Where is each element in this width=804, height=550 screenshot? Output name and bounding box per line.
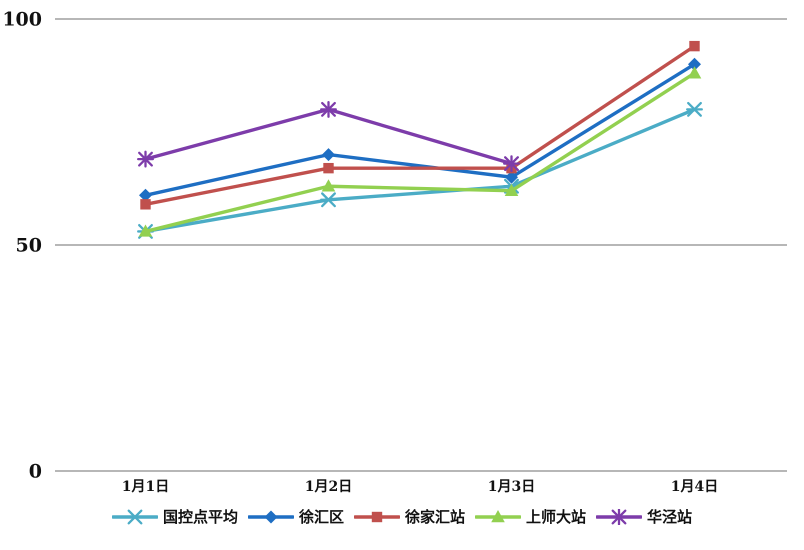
series-diamond: [139, 57, 701, 202]
diamond-marker-icon: [264, 510, 278, 523]
triangle-marker-icon: [138, 224, 153, 237]
x-axis-label: 1月2日: [305, 479, 352, 495]
series-line: [143, 62, 697, 197]
legend-marker-icon: [247, 510, 294, 523]
square-marker-icon: [140, 199, 151, 210]
square-marker-icon: [689, 40, 700, 52]
y-tick-label: 50: [16, 235, 42, 257]
y-tick-label: 100: [2, 9, 42, 31]
diamond-marker-icon: [322, 148, 335, 162]
y-tick-label: 0: [29, 461, 42, 483]
chart-legend: 国控点平均 徐汇区 徐家汇站 上师大站 华泾站: [0, 506, 804, 527]
series-star: [137, 100, 520, 173]
x-axis: 1月1日 1月2日 1月3日 1月4日: [122, 479, 718, 495]
series-line: [143, 71, 697, 234]
legend-item: 华泾站: [596, 506, 692, 527]
x-axis-label: 1月4日: [671, 479, 718, 495]
triangle-marker-icon: [504, 183, 519, 196]
series-line: [143, 44, 697, 207]
diamond-marker-icon: [505, 170, 518, 184]
legend-item: 徐家汇站: [353, 506, 465, 527]
y-axis: 0 50 100: [2, 9, 787, 483]
square-marker-icon: [323, 162, 334, 174]
diamond-marker-icon: [688, 57, 701, 71]
x-axis-label: 1月3日: [488, 479, 535, 495]
legend-label: 华泾站: [647, 508, 693, 526]
series-line: [143, 107, 697, 234]
square-marker-icon: [371, 511, 383, 522]
legend-marker-icon: [596, 508, 643, 525]
legend-item: 国控点平均: [111, 506, 238, 527]
legend-label: 国控点平均: [162, 508, 238, 526]
legend-item: 徐汇区: [247, 506, 344, 527]
x-axis-label: 1月1日: [122, 479, 169, 495]
triangle-marker-icon: [321, 179, 336, 192]
triangle-marker-icon: [687, 66, 702, 79]
legend-label: 徐汇区: [298, 508, 344, 526]
legend-label: 徐家汇站: [404, 508, 465, 526]
legend-marker-icon: [353, 511, 400, 522]
legend-marker-icon: [111, 509, 158, 524]
legend-label: 上师大站: [526, 508, 587, 526]
triangle-marker-icon: [491, 509, 505, 522]
legend-marker-icon: [475, 509, 521, 522]
legend-item: 上师大站: [475, 506, 586, 527]
diamond-marker-icon: [139, 188, 152, 202]
series-triangle: [138, 66, 702, 237]
